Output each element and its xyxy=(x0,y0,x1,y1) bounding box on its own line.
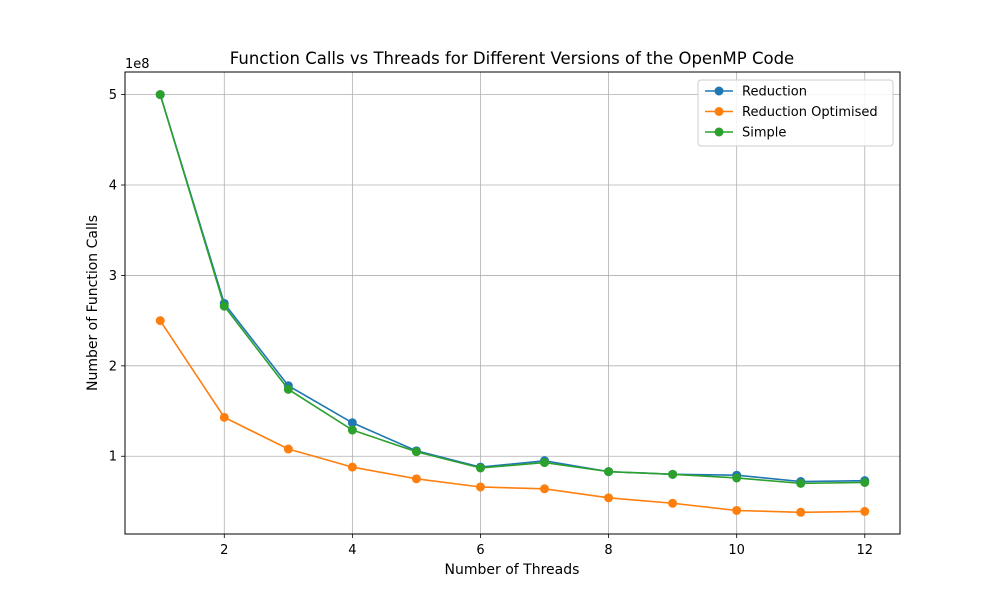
data-point xyxy=(860,477,870,487)
data-point xyxy=(219,412,229,422)
x-tick-label: 12 xyxy=(856,543,873,558)
data-point xyxy=(155,316,165,326)
data-point xyxy=(411,474,421,484)
plot-frame xyxy=(124,71,901,535)
x-tick-label: 6 xyxy=(476,543,484,558)
y-tick-label: 5 xyxy=(109,88,117,103)
y-axis: 1 2 3 4 5 xyxy=(109,88,125,465)
legend-marker xyxy=(714,127,724,137)
data-point xyxy=(540,458,550,468)
legend-box xyxy=(697,79,894,147)
data-point xyxy=(475,463,485,473)
x-tick-label: 2 xyxy=(220,543,228,558)
data-point xyxy=(347,462,357,472)
data-point xyxy=(796,507,806,517)
legend: Reduction Reduction Optimised Simple xyxy=(697,79,894,147)
y-axis-label: Number of Function Calls xyxy=(85,215,101,391)
x-axis: 2 4 6 8 10 12 xyxy=(220,534,873,558)
data-point xyxy=(732,505,742,515)
series-1 xyxy=(155,316,870,517)
legend-item: Reduction Optimised xyxy=(705,105,878,120)
legend-label: Reduction Optimised xyxy=(742,105,878,120)
series-line xyxy=(159,94,865,483)
data-point xyxy=(668,469,678,479)
data-point xyxy=(604,493,614,503)
x-tick-label: 8 xyxy=(604,543,612,558)
data-point xyxy=(283,384,293,394)
legend-item: Simple xyxy=(705,126,786,141)
series-0 xyxy=(155,90,870,487)
series-layer xyxy=(155,90,870,517)
y-tick-label: 3 xyxy=(109,269,117,284)
series-line xyxy=(159,94,865,485)
data-point xyxy=(860,506,870,516)
x-tick-label: 4 xyxy=(348,543,356,558)
y-tick-label: 4 xyxy=(109,179,117,194)
data-point xyxy=(732,473,742,483)
data-point xyxy=(219,301,229,311)
data-point xyxy=(540,484,550,494)
legend-item: Reduction xyxy=(705,85,807,100)
x-axis-label: Number of Threads xyxy=(445,562,580,578)
y-tick-label: 2 xyxy=(109,359,117,374)
legend-label: Reduction xyxy=(742,85,807,100)
y-offset-label: 1e8 xyxy=(125,57,150,72)
data-point xyxy=(475,482,485,492)
series-line xyxy=(159,320,865,514)
data-point xyxy=(347,425,357,435)
series-2 xyxy=(155,90,870,488)
y-tick-label: 1 xyxy=(109,450,117,465)
data-point xyxy=(411,447,421,457)
x-tick-label: 10 xyxy=(728,543,745,558)
data-point xyxy=(668,498,678,508)
data-point xyxy=(796,478,806,488)
grid-lines xyxy=(125,72,900,534)
legend-marker xyxy=(714,86,724,96)
data-point xyxy=(347,418,357,428)
data-point xyxy=(283,444,293,454)
data-point xyxy=(604,467,614,477)
data-point xyxy=(155,90,165,100)
legend-marker xyxy=(714,107,724,116)
chart-title: Function Calls vs Threads for Different … xyxy=(230,49,794,68)
legend-label: Simple xyxy=(742,126,786,141)
